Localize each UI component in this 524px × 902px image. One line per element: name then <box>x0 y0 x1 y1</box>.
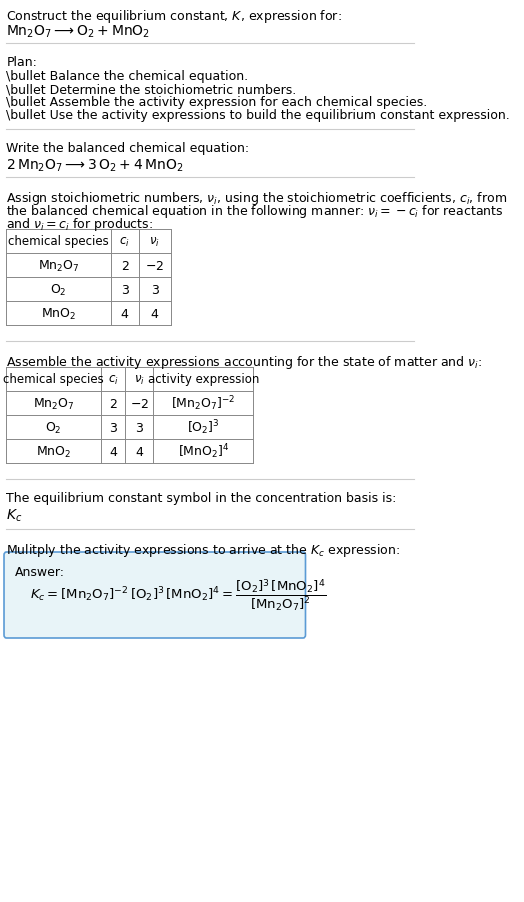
Text: 4: 4 <box>109 445 117 458</box>
Text: chemical species: chemical species <box>8 235 109 248</box>
Text: 4: 4 <box>121 308 128 320</box>
Text: 3: 3 <box>121 283 128 296</box>
Text: 4: 4 <box>135 445 143 458</box>
Text: $[\mathrm{O_2}]^3$: $[\mathrm{O_2}]^3$ <box>187 419 220 437</box>
Text: 4: 4 <box>151 308 159 320</box>
Text: $\mathrm{Mn_2O_7} \longrightarrow \mathrm{O_2 + MnO_2}$: $\mathrm{Mn_2O_7} \longrightarrow \mathr… <box>6 24 150 41</box>
Text: 3: 3 <box>151 283 159 296</box>
Text: $\mathrm{O_2}$: $\mathrm{O_2}$ <box>50 282 67 298</box>
Text: 3: 3 <box>109 421 117 434</box>
Text: Answer:: Answer: <box>15 566 64 578</box>
Text: \bullet Balance the chemical equation.: \bullet Balance the chemical equation. <box>6 70 248 83</box>
Text: $[\mathrm{Mn_2O_7}]^{-2}$: $[\mathrm{Mn_2O_7}]^{-2}$ <box>171 394 235 413</box>
Text: The equilibrium constant symbol in the concentration basis is:: The equilibrium constant symbol in the c… <box>6 492 397 504</box>
Text: $\mathrm{Mn_2O_7}$: $\mathrm{Mn_2O_7}$ <box>33 396 74 411</box>
Text: Assign stoichiometric numbers, $\nu_i$, using the stoichiometric coefficients, $: Assign stoichiometric numbers, $\nu_i$, … <box>6 189 507 207</box>
Text: $\nu_i$: $\nu_i$ <box>149 235 160 248</box>
Text: the balanced chemical equation in the following manner: $\nu_i = -c_i$ for react: the balanced chemical equation in the fo… <box>6 203 504 220</box>
Text: $\mathrm{MnO_2}$: $\mathrm{MnO_2}$ <box>36 444 71 459</box>
Text: $\mathrm{O_2}$: $\mathrm{O_2}$ <box>46 420 62 435</box>
Text: \bullet Determine the stoichiometric numbers.: \bullet Determine the stoichiometric num… <box>6 83 297 96</box>
Text: 2: 2 <box>121 259 128 272</box>
Text: activity expression: activity expression <box>148 373 259 386</box>
Text: \bullet Assemble the activity expression for each chemical species.: \bullet Assemble the activity expression… <box>6 96 428 109</box>
Text: \bullet Use the activity expressions to build the equilibrium constant expressio: \bullet Use the activity expressions to … <box>6 109 510 122</box>
Text: $\mathrm{Mn_2O_7}$: $\mathrm{Mn_2O_7}$ <box>38 258 79 273</box>
Text: $c_i$: $c_i$ <box>119 235 130 248</box>
Text: $K_c = [\mathrm{Mn_2O_7}]^{-2}\,[\mathrm{O_2}]^3\,[\mathrm{MnO_2}]^4 = \dfrac{[\: $K_c = [\mathrm{Mn_2O_7}]^{-2}\,[\mathrm… <box>30 577 327 613</box>
Text: $K_c$: $K_c$ <box>6 508 23 524</box>
Text: $[\mathrm{MnO_2}]^4$: $[\mathrm{MnO_2}]^4$ <box>178 442 229 461</box>
Text: Assemble the activity expressions accounting for the state of matter and $\nu_i$: Assemble the activity expressions accoun… <box>6 354 483 371</box>
Text: $\nu_i$: $\nu_i$ <box>134 373 145 386</box>
Text: $-2$: $-2$ <box>145 259 165 272</box>
Text: chemical species: chemical species <box>3 373 104 386</box>
Text: Mulitply the activity expressions to arrive at the $K_c$ expression:: Mulitply the activity expressions to arr… <box>6 541 401 558</box>
Text: 2: 2 <box>109 397 117 410</box>
Text: $\mathrm{MnO_2}$: $\mathrm{MnO_2}$ <box>41 306 76 321</box>
Text: Write the balanced chemical equation:: Write the balanced chemical equation: <box>6 142 249 155</box>
Text: Plan:: Plan: <box>6 56 37 69</box>
Text: 3: 3 <box>135 421 143 434</box>
Text: and $\nu_i = c_i$ for products:: and $\nu_i = c_i$ for products: <box>6 216 154 233</box>
Text: $-2$: $-2$ <box>129 397 149 410</box>
FancyBboxPatch shape <box>4 552 305 639</box>
Text: Construct the equilibrium constant, $K$, expression for:: Construct the equilibrium constant, $K$,… <box>6 8 342 25</box>
Text: $2\,\mathrm{Mn_2O_7} \longrightarrow 3\,\mathrm{O_2} + 4\,\mathrm{MnO_2}$: $2\,\mathrm{Mn_2O_7} \longrightarrow 3\,… <box>6 158 184 174</box>
Text: $c_i$: $c_i$ <box>108 373 118 386</box>
